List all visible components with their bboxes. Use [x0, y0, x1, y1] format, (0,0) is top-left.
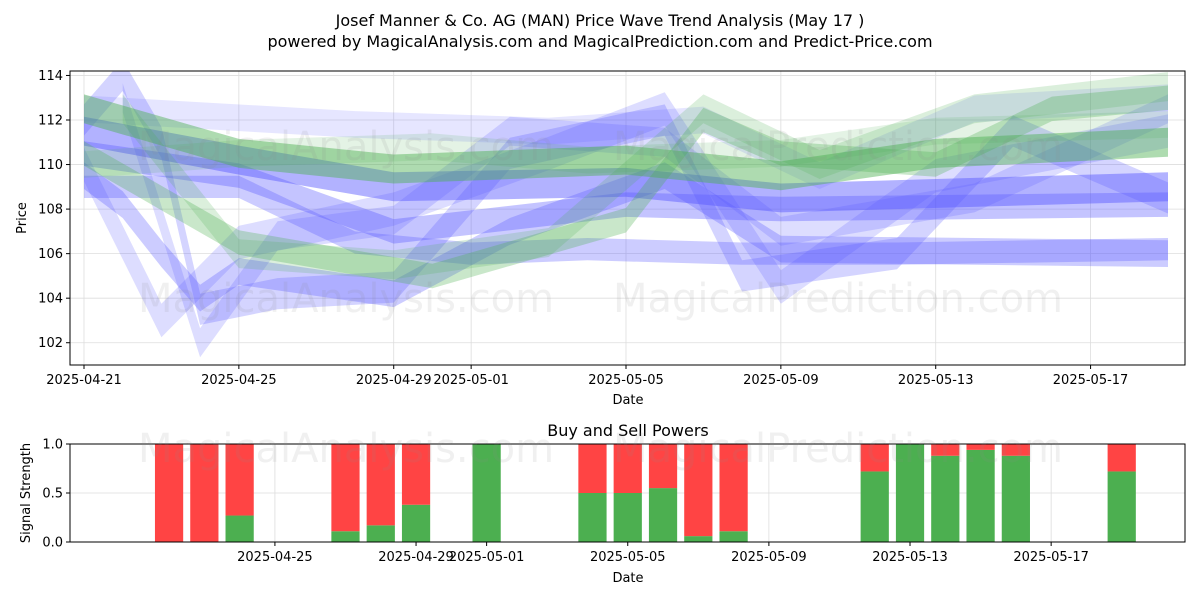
price-x-tick-label: 2025-04-25: [201, 373, 277, 388]
price-x-tick-label: 2025-04-21: [46, 373, 122, 388]
buy-bar: [401, 504, 431, 542]
price-x-label: Date: [612, 393, 643, 408]
sell-bar: [154, 444, 184, 542]
wave-band-green: [122, 72, 1169, 280]
price-x-tick-label: 2025-05-09: [743, 373, 819, 388]
signal-y-tick-label: 1.0: [42, 438, 63, 453]
wave-band-blue: [84, 84, 1168, 189]
price-y-label: Price: [15, 202, 30, 234]
bar-chart-title: Buy and Sell Powers: [547, 421, 709, 440]
wave-band-green: [84, 94, 1168, 191]
sell-bar: [860, 444, 889, 472]
wave-band-blue: [84, 92, 1168, 338]
signal-x-tick-label: 2025-04-25: [237, 550, 313, 565]
buy-bar: [613, 493, 642, 542]
sell-bar: [719, 444, 748, 532]
sell-bar: [613, 444, 642, 493]
signal-x-tick-label: 2025-05-09: [731, 550, 807, 565]
sell-bar: [648, 444, 678, 489]
chart-subtitle: powered by MagicalAnalysis.com and Magic…: [267, 32, 932, 51]
price-grid: [70, 71, 1185, 365]
signal-x-tick-label: 2025-05-17: [1013, 550, 1089, 565]
watermark-text: MagicalPrediction.com: [613, 124, 1063, 170]
signal-bars: [154, 444, 1136, 542]
wave-band-green: [84, 111, 1168, 178]
price-x-tick-label: 2025-05-05: [588, 373, 664, 388]
price-y-tick-label: 102: [38, 336, 63, 351]
buy-bar: [966, 449, 995, 542]
signal-y-tick-label: 0.5: [42, 487, 63, 502]
sell-bar: [684, 444, 713, 537]
watermarks: MagicalAnalysis.com MagicalPrediction.com…: [138, 124, 1063, 472]
signal-y-axis: 0.0 0.5 1.0: [42, 438, 70, 551]
price-x-tick-label: 2025-05-01: [433, 373, 509, 388]
buy-bar: [1107, 471, 1136, 542]
price-plot-frame: [69, 70, 1186, 366]
sell-bar: [1001, 444, 1030, 456]
price-wave-bands: [84, 71, 1169, 358]
wave-band-green: [84, 85, 1168, 289]
price-y-tick-label: 112: [38, 114, 63, 129]
signal-x-tick-label: 2025-04-29: [378, 550, 454, 565]
buy-bar: [860, 471, 889, 542]
buy-bar: [472, 444, 501, 542]
sell-bar: [578, 444, 607, 493]
watermark-text: MagicalPrediction.com: [613, 276, 1063, 322]
signal-y-label: Signal Strength: [19, 443, 34, 543]
watermark-text: MagicalPrediction.com: [613, 426, 1063, 472]
buy-bar: [331, 531, 360, 542]
wave-band-blue: [84, 141, 1168, 244]
wave-band-blue: [122, 83, 1169, 358]
buy-bar: [931, 455, 960, 542]
sell-bar: [931, 444, 960, 456]
buy-bar: [719, 531, 748, 542]
wave-band-blue: [84, 162, 1168, 312]
wave-band-blue: [84, 116, 1168, 213]
price-y-tick-label: 106: [38, 247, 63, 262]
price-y-axis: 102 104 106 108 110 112 114: [38, 69, 70, 351]
signal-x-label: Date: [612, 571, 643, 586]
buy-bar: [1001, 455, 1030, 542]
sell-bar: [331, 444, 360, 532]
wave-band-blue: [84, 71, 1168, 325]
price-x-tick-label: 2025-05-13: [898, 373, 974, 388]
signal-x-tick-label: 2025-05-13: [872, 550, 948, 565]
sell-bar: [225, 444, 254, 516]
sell-bar: [1107, 444, 1136, 472]
buy-bar: [366, 525, 395, 542]
signal-y-tick-label: 0.0: [42, 536, 63, 551]
price-x-tick-label: 2025-05-17: [1053, 373, 1129, 388]
buy-bar: [895, 444, 925, 542]
watermark-text: MagicalAnalysis.com: [138, 276, 554, 322]
signal-x-tick-label: 2025-05-01: [449, 550, 525, 565]
signal-x-tick-label: 2025-05-05: [590, 550, 666, 565]
sell-bar: [190, 444, 219, 542]
price-x-axis: 2025-04-21 2025-04-25 2025-04-29 2025-05-01…: [46, 365, 1128, 388]
buy-bar: [225, 515, 254, 542]
buy-bar: [684, 536, 713, 542]
chart-title: Josef Manner & Co. AG (MAN) Price Wave T…: [335, 11, 865, 30]
price-y-tick-label: 104: [38, 292, 63, 307]
price-y-tick-label: 108: [38, 203, 63, 218]
sell-bar: [366, 444, 395, 526]
buy-bar: [578, 493, 607, 542]
watermark-text: MagicalAnalysis.com: [138, 124, 554, 170]
buy-bar: [648, 488, 678, 542]
price-y-tick-label: 110: [38, 158, 63, 173]
sell-bar: [966, 444, 995, 450]
price-y-tick-label: 114: [38, 69, 63, 84]
wave-band-blue: [84, 175, 1168, 265]
price-x-tick-label: 2025-04-29: [356, 373, 432, 388]
sell-bar: [401, 444, 431, 505]
watermark-text: MagicalAnalysis.com: [138, 426, 554, 472]
